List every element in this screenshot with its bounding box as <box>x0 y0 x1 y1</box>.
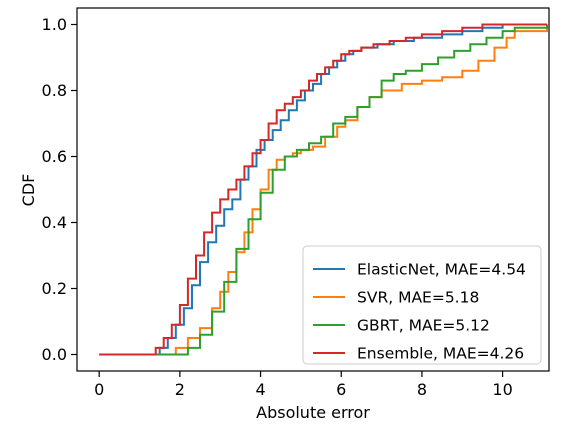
x-tick-label: 10 <box>492 380 512 399</box>
x-tick-label: 4 <box>255 380 265 399</box>
x-tick-label: 8 <box>417 380 427 399</box>
y-tick-label: 0.0 <box>42 345 67 364</box>
x-axis-ticks: 0 2 4 6 8 10 <box>94 371 513 399</box>
legend: ElasticNet, MAE=4.54 SVR, MAE=5.18 GBRT, M… <box>302 245 542 365</box>
legend-label: Ensemble, MAE=4.26 <box>357 345 524 363</box>
y-tick-label: 0.4 <box>42 213 67 232</box>
y-axis-label: CDF <box>19 174 38 207</box>
legend-box <box>302 245 542 365</box>
series-lines <box>99 23 548 356</box>
series-line-1 <box>99 24 548 356</box>
legend-label: SVR, MAE=5.18 <box>357 289 479 307</box>
legend-label: GBRT, MAE=5.12 <box>357 317 490 335</box>
series-line-3 <box>99 23 547 356</box>
series-line-2 <box>99 24 548 356</box>
x-tick-label: 6 <box>336 380 346 399</box>
x-tick-label: 2 <box>175 380 185 399</box>
y-tick-label: 0.6 <box>42 147 67 166</box>
y-axis-ticks: 0.0 0.2 0.4 0.6 0.8 1.0 <box>42 15 77 364</box>
y-tick-label: 0.2 <box>42 279 67 298</box>
y-tick-label: 0.8 <box>42 81 67 100</box>
x-tick-label: 0 <box>94 380 104 399</box>
y-tick-label: 1.0 <box>42 15 67 34</box>
x-axis-label: Absolute error <box>256 403 370 422</box>
plot-frame <box>76 7 550 372</box>
legend-label: ElasticNet, MAE=4.54 <box>357 261 526 279</box>
